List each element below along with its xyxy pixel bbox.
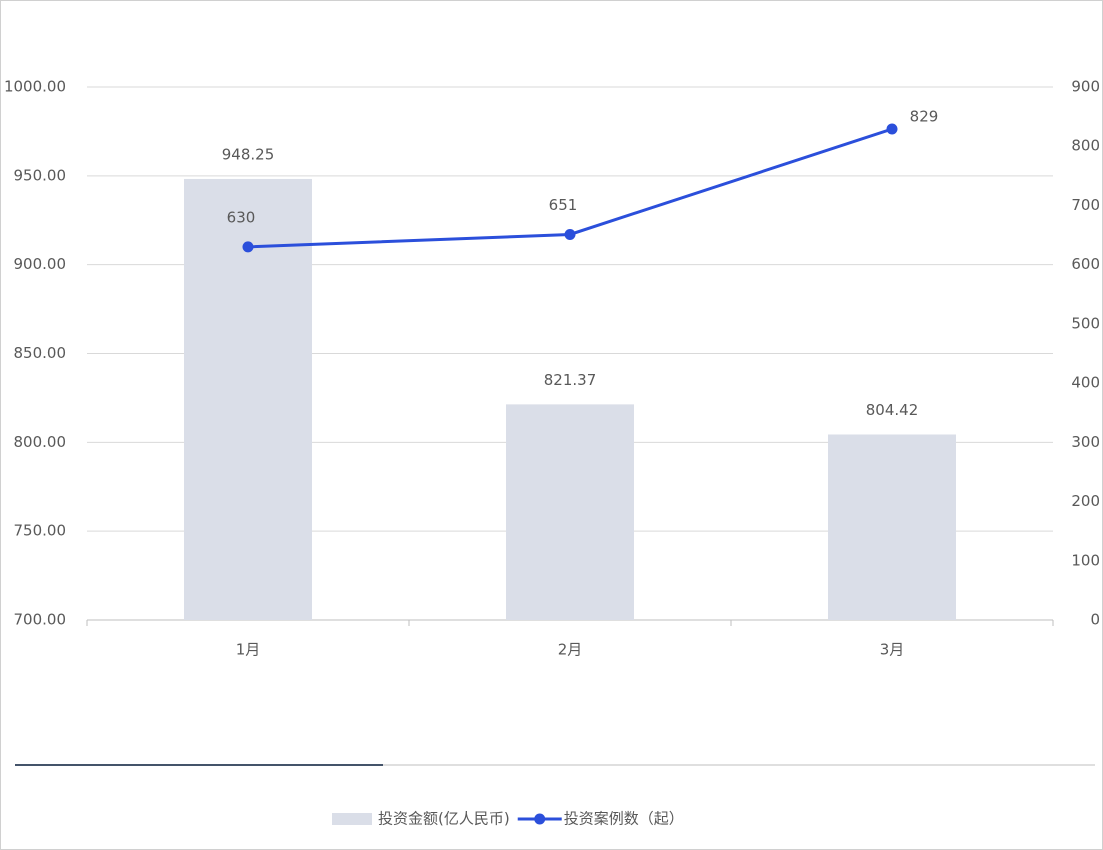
x-tick-label: 2月 (558, 641, 583, 659)
y2-tick-label: 200 (1071, 492, 1100, 510)
bar (828, 434, 956, 620)
legend-label: 投资金额(亿人民币) (378, 810, 510, 828)
line-value-label: 829 (910, 108, 939, 126)
y-tick-label: 950.00 (14, 166, 67, 184)
legend-label: 投资案例数（起） (564, 810, 684, 828)
bar-value-label: 948.25 (222, 145, 275, 163)
y-tick-label: 800.00 (14, 433, 67, 451)
legend-swatch-marker (534, 813, 546, 825)
line-point (242, 241, 254, 253)
line-point (564, 228, 576, 240)
y2-tick-label: 300 (1071, 433, 1100, 451)
bar (184, 178, 312, 620)
x-tick-label: 1月 (236, 641, 261, 659)
y2-tick-label: 900 (1071, 78, 1100, 96)
line-value-label: 651 (549, 196, 578, 214)
bar (506, 404, 634, 620)
y-tick-label: 750.00 (14, 522, 67, 540)
y2-tick-label: 600 (1071, 255, 1100, 273)
line-value-label: 630 (227, 208, 256, 226)
legend-swatch (332, 813, 372, 825)
y-tick-label: 1000.00 (4, 78, 66, 96)
y2-tick-label: 700 (1071, 196, 1100, 214)
y-tick-label: 900.00 (14, 255, 67, 273)
line-point (886, 123, 898, 135)
y-tick-label: 700.00 (14, 611, 67, 629)
x-tick-label: 3月 (880, 641, 905, 659)
y2-tick-label: 500 (1071, 314, 1100, 332)
y2-tick-label: 800 (1071, 137, 1100, 155)
y2-tick-label: 400 (1071, 374, 1100, 392)
y-tick-label: 850.00 (14, 344, 67, 362)
bar-value-label: 821.37 (544, 371, 597, 389)
bar-value-label: 804.42 (866, 401, 919, 419)
y2-tick-label: 100 (1071, 551, 1100, 569)
y2-tick-label: 0 (1090, 611, 1100, 629)
